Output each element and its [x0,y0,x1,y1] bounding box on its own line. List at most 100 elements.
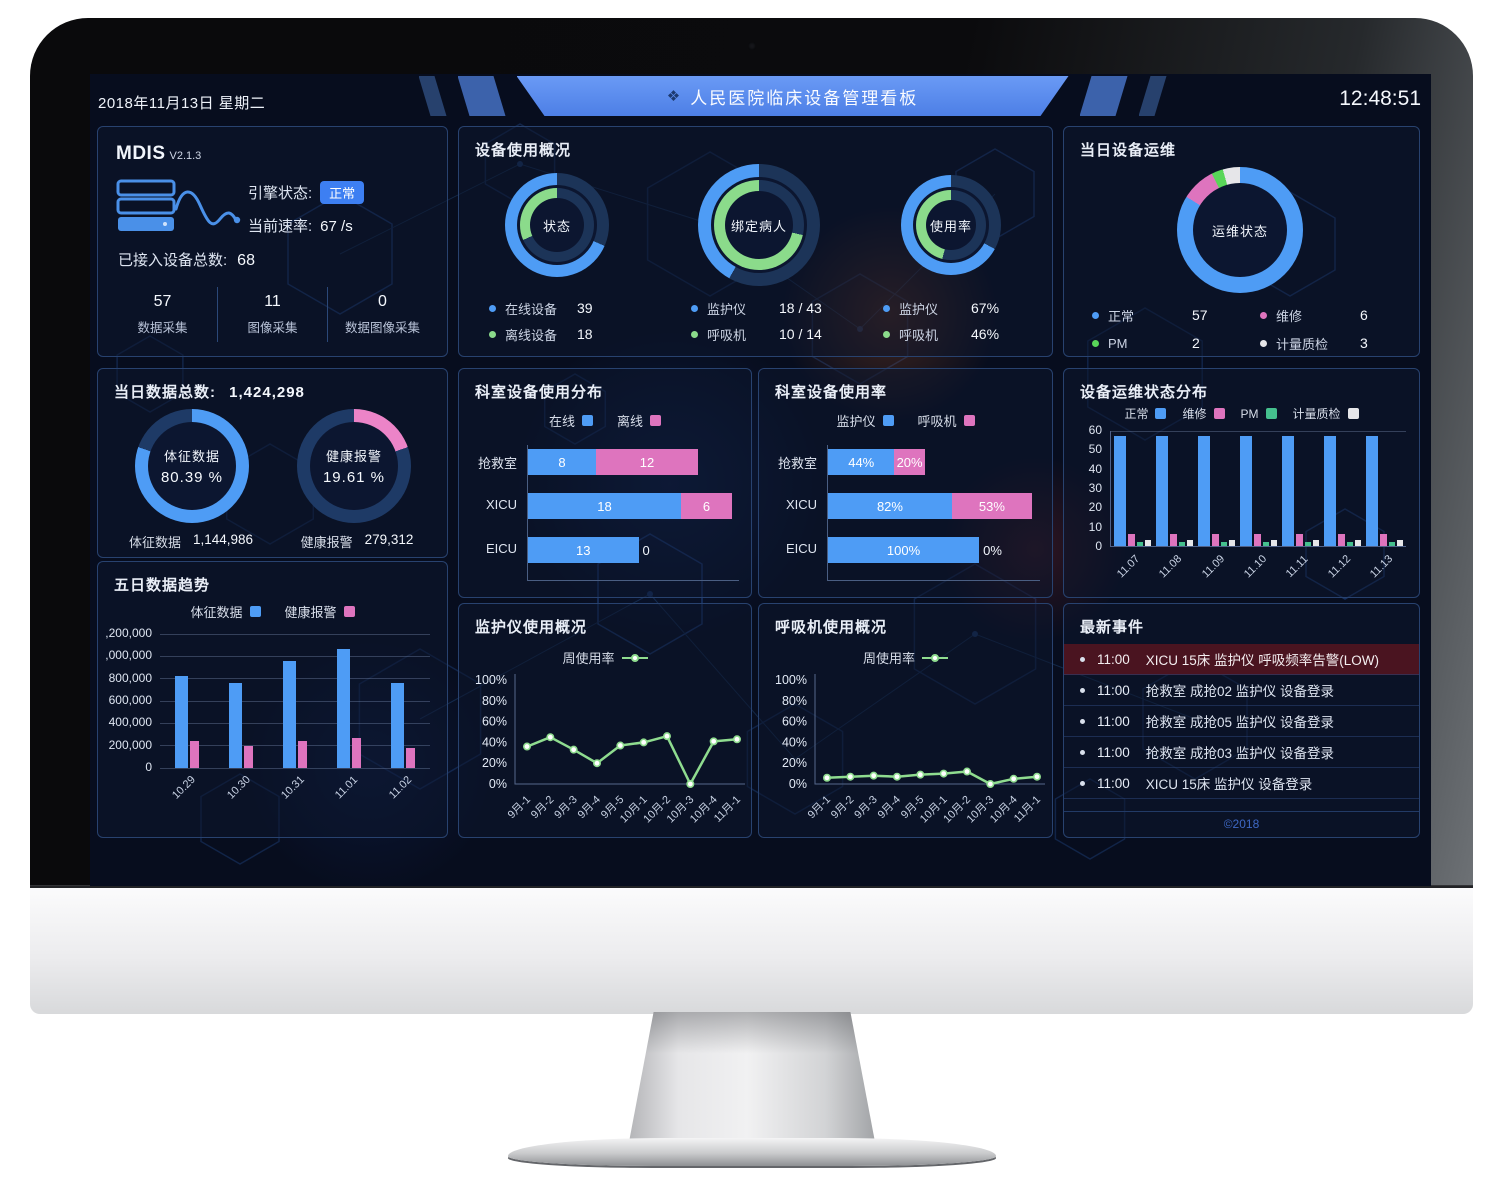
bar [1220,542,1227,546]
bar-value-label: 0% [983,542,1002,558]
bar-group [229,683,253,768]
stat-label: 数据图像采集 [344,321,420,335]
legend-item[interactable]: 计量质检 [1293,405,1359,422]
legend-item[interactable]: 监护仪 [836,411,894,430]
svg-text:9月-4: 9月-4 [576,794,604,822]
legend-line-marker [621,653,648,662]
event-text: 抢救室 成抢02 监护仪 设备登录 [1145,684,1335,699]
legend-item[interactable]: 呼吸机 [918,411,975,430]
x-axis-tick-label: 11.09 [1199,552,1227,581]
usage-donut-group: 状态 在线设备 39 离线设备 18 绑定病人 监护仪 18 / 43 呼吸机 10 / 14 使用… [459,127,1052,356]
bar-group [1366,435,1404,546]
mdis-version: V2.1.3 [169,150,202,162]
y-axis-tick-label: 10 [1088,519,1102,534]
legend-label: 正常 [1124,407,1149,421]
legend-item[interactable]: 呼吸机 46% [883,321,1051,347]
legend-item[interactable]: 维修 [1182,405,1225,422]
legend-swatch [1213,408,1225,419]
legend-label: 离线 [617,414,644,429]
legend-dot [489,304,496,312]
legend-item[interactable]: PM [1241,405,1277,422]
donut-center-label: 绑定病人 [730,218,787,234]
bar [391,683,404,768]
category-label: XICU [485,497,517,512]
event-bullet-icon [1080,780,1085,786]
category-label: EICU [485,541,517,556]
monitor-bezel: 2018年11月13日 星期二 ❖ 人民医院临床设备管理看板 12:48:51 … [30,18,1473,886]
legend-item[interactable]: 健康报警 [285,602,355,621]
y-axis-tick-label: 20 [1088,500,1102,515]
bar-group [1113,435,1151,546]
legend-item[interactable]: 正常 [1124,405,1167,422]
svg-text:9月-2: 9月-2 [829,794,857,822]
category-label: XICU [785,497,817,512]
bar [1296,534,1304,546]
x-axis-tick-label: 10.29 [170,773,199,802]
title-banner: ❖ 人民医院临床设备管理看板 [419,76,1167,116]
y-axis-tick-label: 50 [1088,442,1102,457]
panel-title: 当日设备运维 [1080,142,1177,159]
legend-label: PM [1108,335,1128,351]
legend-item[interactable]: 体征数据 [190,602,261,621]
bar [1253,534,1261,546]
rate-label: 当前速率: [248,218,313,235]
y-axis-tick-label: 60 [1088,423,1102,437]
clock: 12:48:51 [1339,87,1421,110]
legend-label: 正常 [1108,308,1135,324]
bar [1186,540,1193,546]
stat-data-image-acquisition: 0 数据图像采集 [327,287,437,342]
bar [1324,435,1337,546]
legend-item[interactable]: 计量质检 3 [1260,331,1405,355]
legend-item[interactable]: 离线 [617,411,662,430]
bar-group [1282,435,1320,546]
bar [1282,435,1295,546]
ops-dist-bar-chart: 60 50 40 30 20 10 0 11.07 11.08 11.09 11.10 11.11 11… [1074,423,1411,591]
legend-item[interactable]: PM 2 [1092,331,1260,355]
legend-item[interactable]: 周使用率 [863,648,948,667]
panel-vent-usage: 呼吸机使用概况 周使用率 100% 80% 60% 40% 20% 0% 9月-1 9月-2 9… [758,603,1053,838]
x-axis-tick-label: 10.30 [224,773,253,802]
svg-text:20%: 20% [482,756,507,770]
bar [352,737,361,768]
event-text: 抢救室 成抢03 监护仪 设备登录 [1145,746,1335,761]
gridline [1111,430,1406,432]
legend-item[interactable]: 在线设备 39 [489,295,657,321]
bar [1144,540,1151,546]
y-axis-tick-label: 400,000 [108,715,152,730]
bar [1197,435,1210,546]
legend-item[interactable]: 正常 57 [1092,303,1260,327]
legend-item[interactable]: 在线 [549,411,593,430]
bar-segment: 53% [951,493,1032,519]
donut-center-label: 运维状态 [1211,223,1268,239]
panel-title: 监护仪使用概况 [475,619,588,636]
y-axis-tick-label: 1,200,000 [106,626,152,640]
legend-item[interactable]: 呼吸机 10 / 14 [691,321,859,347]
event-bullet-icon [1080,656,1085,662]
legend-label: 呼吸机 [707,327,747,343]
legend-item[interactable]: 离线设备 18 [489,321,657,347]
svg-text:60%: 60% [782,715,807,729]
donut-center-label: 体征数据 80.39 % [160,449,224,486]
mdis-title: MDIS V2.1.3 [116,143,201,165]
bar [1305,542,1312,546]
stat-label: 数据采集 [137,321,188,335]
sign-data-donut-chart: 体征数据 80.39 % [135,409,249,523]
event-row: 11:00 抢救室 成抢02 监护仪 设备登录 [1064,675,1419,706]
legend-swatch [249,606,261,617]
y-axis-tick-label: 1,000,000 [106,648,152,663]
legend-swatch [343,606,355,617]
bar [244,745,253,768]
x-axis-tick-label: 11.12 [1325,552,1354,581]
bar-segment: 100% [828,537,980,563]
bar-group [337,648,361,768]
legend-dot [883,304,890,312]
legend-item[interactable]: 周使用率 [562,648,648,667]
legend-item[interactable]: 维修 6 [1260,303,1405,327]
bar [190,741,199,768]
legend-item[interactable]: 监护仪 67% [883,295,1051,321]
banner-plate: ❖ 人民医院临床设备管理看板 [517,76,1069,116]
bar-segment: 44% [828,449,895,475]
legend-item[interactable]: 监护仪 18 / 43 [691,295,859,321]
bar-segment: 20% [894,449,925,475]
